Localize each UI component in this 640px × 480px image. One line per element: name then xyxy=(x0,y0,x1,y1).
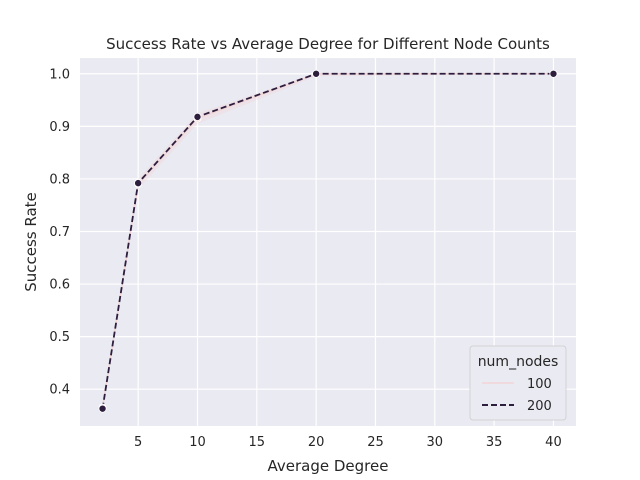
y-tick-label: 1.0 xyxy=(49,67,70,82)
series-markers xyxy=(98,69,558,413)
y-tick-label: 0.6 xyxy=(49,278,70,293)
legend-box xyxy=(469,345,567,421)
x-tick-label: 10 xyxy=(189,435,206,450)
y-tick-label: 0.9 xyxy=(49,120,70,135)
data-point-200 xyxy=(134,179,143,188)
data-point-200 xyxy=(193,112,202,121)
legend-title: num_nodes xyxy=(478,354,559,370)
y-tick-label: 0.4 xyxy=(49,383,70,398)
y-tick-label: 0.5 xyxy=(49,330,70,345)
legend-label-100: 100 xyxy=(527,377,552,392)
x-tick-label: 40 xyxy=(545,435,562,450)
x-tick-label: 15 xyxy=(249,435,266,450)
y-tick-label: 0.8 xyxy=(49,172,70,187)
x-tick-labels: 5 10 15 20 25 30 35 40 xyxy=(134,435,562,450)
data-point-200 xyxy=(549,69,558,78)
chart-title: Success Rate vs Average Degree for Diffe… xyxy=(106,35,550,53)
x-tick-label: 30 xyxy=(427,435,444,450)
x-tick-label: 20 xyxy=(308,435,325,450)
y-tick-label: 0.7 xyxy=(49,225,70,240)
y-axis-label: Success Rate xyxy=(22,192,40,292)
data-point-200 xyxy=(312,69,321,78)
x-tick-label: 25 xyxy=(367,435,384,450)
data-point-200 xyxy=(98,404,107,413)
x-tick-label: 5 xyxy=(134,435,142,450)
legend: num_nodes 100 200 xyxy=(469,345,567,421)
x-tick-label: 35 xyxy=(486,435,503,450)
legend-label-200: 200 xyxy=(527,399,552,414)
x-axis-label: Average Degree xyxy=(268,457,389,475)
y-tick-labels: 0.4 0.5 0.6 0.7 0.8 0.9 1.0 xyxy=(49,67,70,397)
